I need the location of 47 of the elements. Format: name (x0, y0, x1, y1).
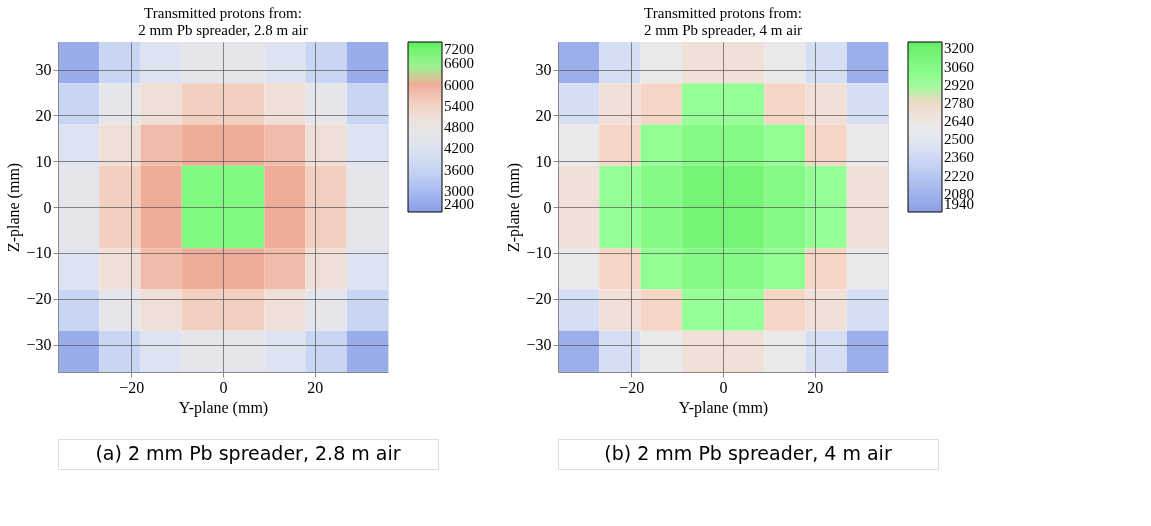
x-tick-label: 20 (307, 378, 324, 396)
color-bar-label: 2500 (944, 131, 974, 148)
color-bar-label: 5400 (444, 97, 474, 114)
y-tick-label: 10 (35, 152, 52, 170)
y-axis-title: Z-plane (mm) (5, 162, 24, 253)
color-bar-label: 3600 (444, 161, 474, 178)
y-tick-label: −10 (26, 244, 52, 262)
color-bar-label: 3060 (944, 58, 974, 75)
y-tick-label: 20 (535, 106, 552, 124)
x-tick-label: −20 (119, 378, 145, 396)
y-tick-label: −20 (526, 290, 552, 308)
text: 2 mm Pb spreader, 2.8 m air (138, 22, 308, 38)
text: Transmitted protons from: (144, 5, 302, 21)
color-bar-label: 7200 (444, 41, 474, 57)
x-tick-label: −20 (619, 378, 645, 396)
color-bar-label: 2640 (944, 113, 974, 130)
y-tick-label: −30 (26, 336, 52, 353)
color-bar-label: 2220 (944, 167, 974, 184)
color-bar-label: 4200 (444, 140, 474, 157)
x-axis-title: Y-plane (mm) (678, 398, 769, 417)
x-axis-title: Y-plane (mm) (178, 398, 269, 417)
y-tick-label: 10 (535, 152, 552, 170)
y-tick-label: −20 (26, 290, 52, 308)
text: (a) 2 mm Pb spreader, 2.8 m air (95, 442, 401, 464)
y-axis-title: Z-plane (mm) (505, 162, 524, 253)
x-tick-label: 0 (719, 378, 728, 396)
color-bar-label: 2360 (944, 149, 974, 166)
y-tick-label: 30 (535, 61, 552, 78)
color-bar-label: 2400 (444, 196, 474, 212)
y-tick-label: 0 (543, 198, 552, 216)
color-bar-label: 6000 (444, 76, 474, 93)
x-tick-label: 20 (807, 378, 824, 396)
color-bar-label: 3000 (444, 182, 474, 199)
color-bar-label: 2780 (944, 94, 974, 111)
y-tick-label: −10 (526, 244, 552, 262)
color-bar-label: 2920 (944, 76, 974, 93)
text: (b) 2 mm Pb spreader, 4 m air (604, 442, 892, 464)
y-tick-label: 20 (35, 106, 52, 124)
text: 2 mm Pb spreader, 4 m air (643, 22, 803, 38)
color-bar-label: 6600 (444, 55, 474, 72)
color-bar-label: 3200 (944, 40, 974, 57)
x-tick-label: 0 (219, 378, 228, 396)
text: Transmitted protons from: (644, 5, 802, 21)
y-tick-label: −30 (526, 336, 552, 353)
y-tick-label: 30 (35, 61, 52, 78)
color-bar-label: 4800 (444, 119, 474, 135)
y-tick-label: 0 (43, 198, 52, 216)
